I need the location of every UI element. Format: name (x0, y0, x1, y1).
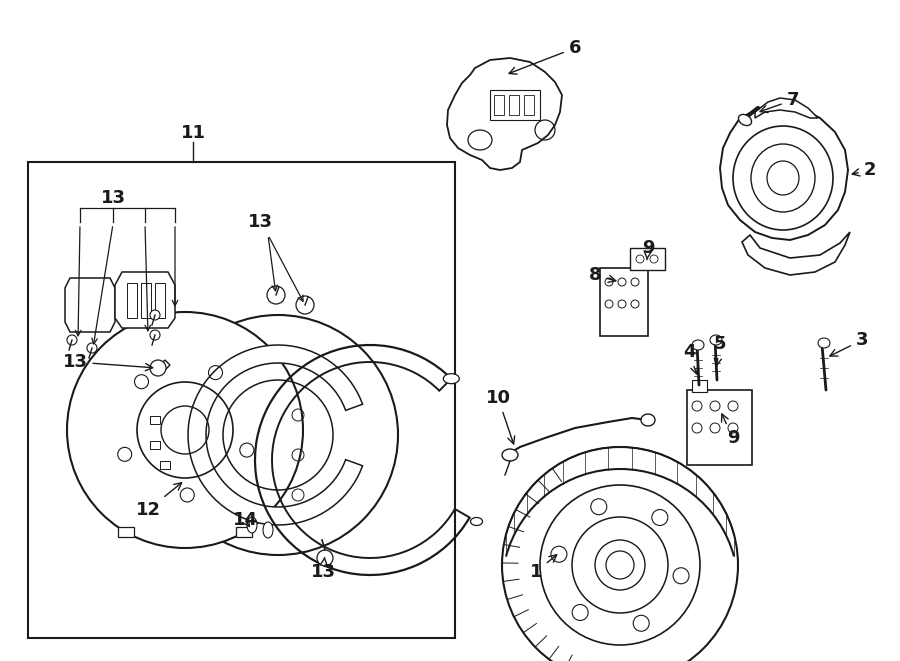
Text: 10: 10 (485, 389, 515, 444)
Text: 5: 5 (714, 335, 726, 366)
Bar (692, 380, 707, 392)
Ellipse shape (150, 310, 160, 320)
Bar (141, 283, 151, 318)
Polygon shape (236, 527, 252, 537)
Text: 7: 7 (760, 91, 799, 112)
Text: 13: 13 (310, 557, 336, 581)
Text: 14: 14 (232, 511, 257, 529)
Ellipse shape (710, 335, 722, 345)
Ellipse shape (738, 114, 752, 126)
Text: 8: 8 (589, 266, 616, 284)
Text: 4: 4 (683, 343, 698, 374)
Bar (494, 95, 504, 115)
Text: 13: 13 (101, 189, 125, 207)
Ellipse shape (67, 335, 77, 345)
Polygon shape (720, 105, 848, 240)
Ellipse shape (150, 360, 166, 376)
Ellipse shape (263, 522, 273, 538)
Ellipse shape (296, 296, 314, 314)
Bar (150, 416, 160, 424)
Text: 9: 9 (722, 414, 739, 447)
Polygon shape (115, 272, 175, 328)
Ellipse shape (444, 373, 459, 383)
Polygon shape (742, 232, 850, 275)
Polygon shape (447, 58, 562, 170)
Ellipse shape (87, 343, 97, 353)
Ellipse shape (641, 414, 655, 426)
Ellipse shape (767, 161, 799, 195)
Ellipse shape (150, 330, 160, 340)
Text: 13: 13 (248, 213, 273, 231)
Text: 2: 2 (852, 161, 877, 179)
Bar (524, 95, 534, 115)
Ellipse shape (317, 550, 333, 566)
Polygon shape (118, 527, 134, 537)
Bar (155, 283, 165, 318)
Ellipse shape (692, 340, 704, 350)
Bar (490, 90, 540, 120)
Bar (630, 248, 665, 270)
Text: 12: 12 (136, 483, 182, 519)
Ellipse shape (471, 518, 482, 525)
Ellipse shape (733, 126, 833, 230)
Ellipse shape (502, 447, 738, 661)
Bar (150, 441, 160, 449)
Bar (687, 390, 752, 465)
Bar (509, 95, 519, 115)
Text: 13: 13 (62, 353, 153, 371)
Ellipse shape (751, 144, 815, 212)
Text: 1: 1 (530, 555, 557, 581)
Polygon shape (188, 345, 363, 525)
Ellipse shape (502, 449, 518, 461)
Ellipse shape (67, 312, 303, 548)
Polygon shape (755, 98, 818, 118)
Bar (127, 283, 137, 318)
Bar (28, 162, 455, 638)
Text: 11: 11 (181, 124, 205, 142)
Ellipse shape (158, 315, 398, 555)
Text: 6: 6 (509, 39, 581, 74)
Ellipse shape (267, 286, 285, 304)
Text: 9: 9 (642, 239, 654, 260)
Text: 3: 3 (830, 331, 868, 356)
Polygon shape (155, 360, 170, 375)
Polygon shape (65, 278, 115, 332)
Bar (600, 268, 648, 336)
Ellipse shape (818, 338, 830, 348)
Ellipse shape (247, 517, 257, 533)
Bar (160, 461, 170, 469)
